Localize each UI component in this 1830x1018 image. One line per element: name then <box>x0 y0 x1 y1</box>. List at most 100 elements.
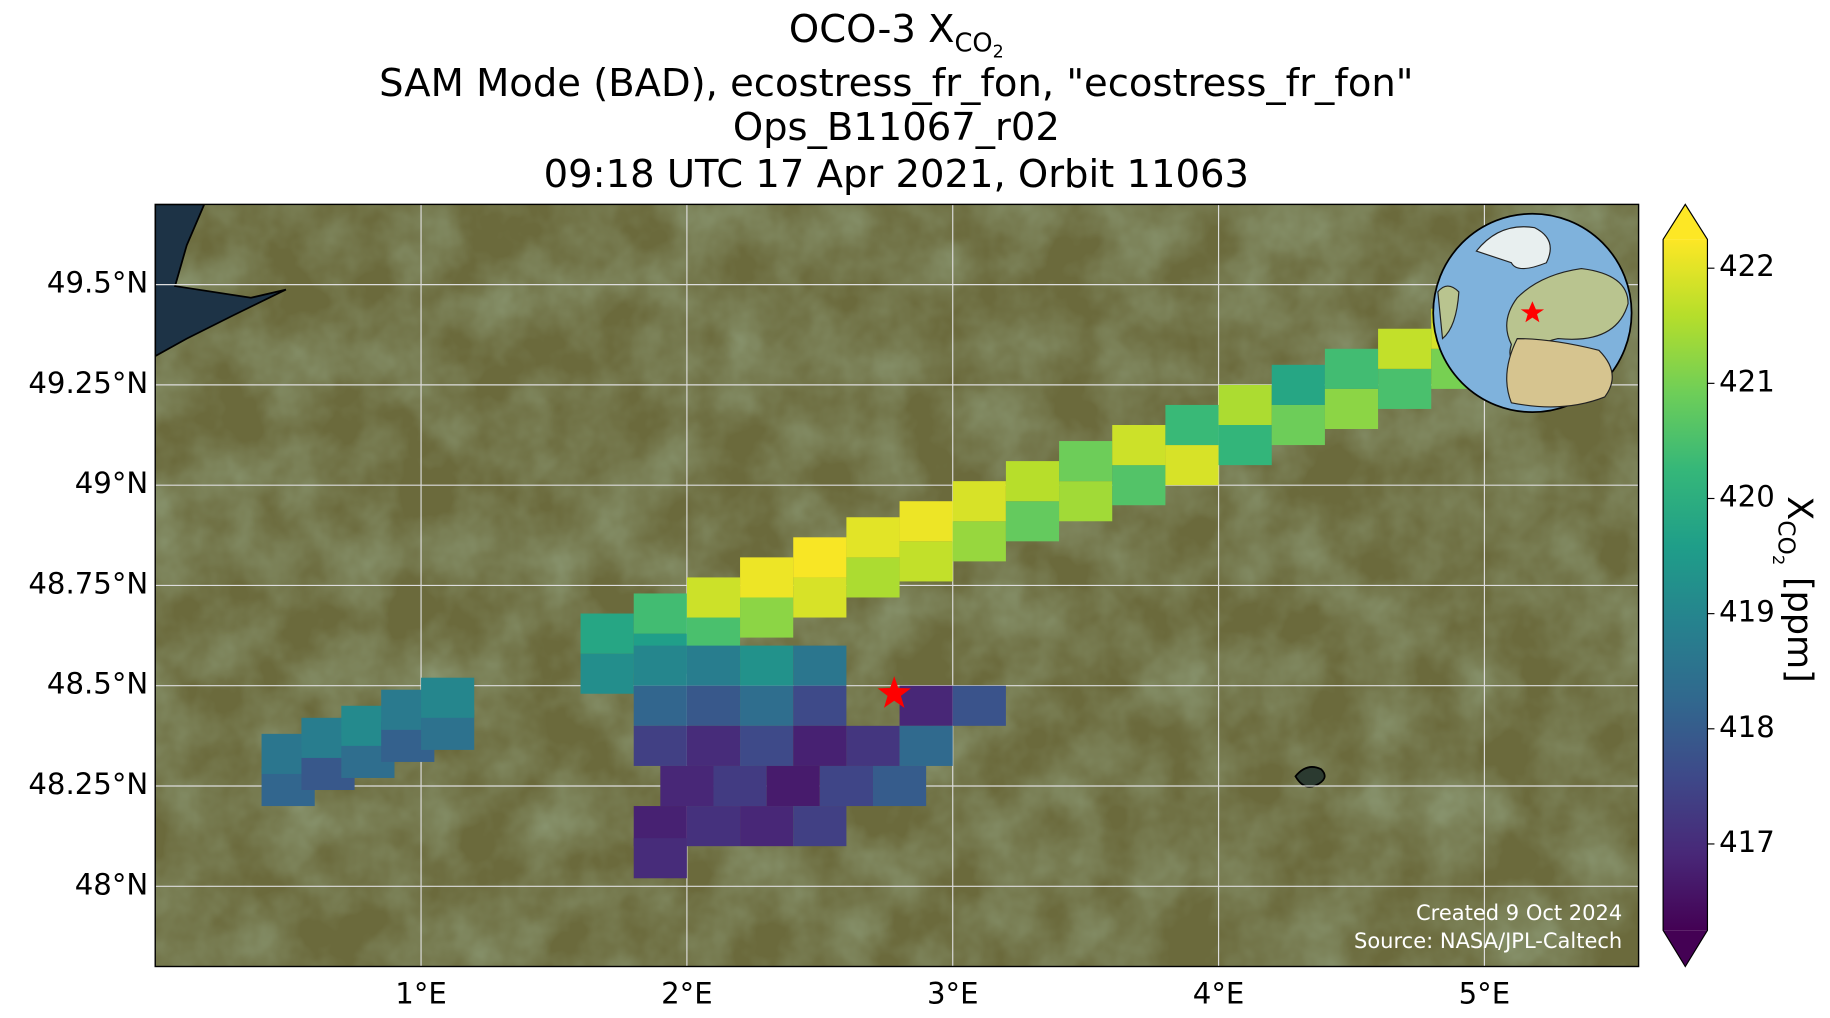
sounding <box>1324 348 1379 389</box>
sounding <box>740 645 794 686</box>
sounding <box>1324 388 1379 430</box>
sounding <box>793 537 847 578</box>
sounding <box>952 685 1006 726</box>
sounding <box>740 685 794 726</box>
sounding <box>686 577 741 618</box>
cbar-label-unit: [ppm] <box>1779 577 1819 683</box>
globe-land <box>1437 285 1460 340</box>
title-text: OCO-3 X <box>789 7 955 52</box>
x-tick-label: 2°E <box>661 977 713 1011</box>
ticks: 1°E 2°E 3°E 4°E 5°E 48°N 48.25°N 48.5°N 48.75°N 4… <box>28 266 1510 1011</box>
sounding <box>633 593 687 634</box>
y-tick-label: 49.25°N <box>28 366 148 400</box>
sounding <box>1005 461 1060 502</box>
map: Created 9 Oct 2024 Source: NASA/JPL-Calt… <box>155 204 1639 967</box>
sounding <box>899 541 953 582</box>
cbar-label-text: X <box>1779 496 1819 520</box>
sounding <box>793 806 847 847</box>
x-tick-label: 4°E <box>1193 977 1245 1011</box>
colorbar-tick-label: 418 <box>1719 710 1775 744</box>
credit: Created 9 Oct 2024 <box>1416 901 1622 925</box>
sounding <box>1059 441 1113 482</box>
sounding <box>1218 425 1272 466</box>
colorbar-ramp <box>1663 239 1708 931</box>
chart-title: OCO-3 XCO2 <box>789 7 1004 62</box>
title-subscript: CO <box>954 28 992 58</box>
colorbar-label: XCO2 [ppm] <box>1769 496 1819 683</box>
sounding <box>740 725 794 766</box>
colorbar-tick-label: 420 <box>1719 479 1775 513</box>
globe-land <box>1475 226 1551 270</box>
grid <box>155 204 1639 967</box>
sounding <box>686 806 741 847</box>
sounding <box>1218 384 1272 426</box>
y-tick-label: 48°N <box>75 867 148 901</box>
sounding <box>952 481 1006 522</box>
map-frame <box>154 203 1640 968</box>
sounding <box>872 765 927 807</box>
sounding <box>846 517 900 558</box>
sounding <box>686 645 741 686</box>
colorbar-extend-max <box>1663 204 1708 240</box>
sounding <box>1271 364 1325 405</box>
colorbar-outline <box>1662 203 1709 968</box>
y-tick-label: 48.75°N <box>28 566 148 600</box>
sounding <box>660 765 714 807</box>
sounding <box>421 677 475 718</box>
sounding <box>1271 404 1325 446</box>
sounding <box>1059 481 1113 522</box>
y-tick-label: 49°N <box>75 466 148 500</box>
sounding <box>633 725 687 766</box>
subtitle: SAM Mode (BAD), ecostress_fr_fon, "ecost… <box>379 61 1413 106</box>
colorbar-tick-label: 419 <box>1719 595 1775 629</box>
y-tick-label: 49.5°N <box>47 266 148 300</box>
sounding <box>793 645 847 686</box>
sounding <box>1112 465 1166 506</box>
sounding <box>633 685 687 726</box>
y-tick-label: 48.5°N <box>47 667 148 701</box>
sounding <box>740 597 794 638</box>
sounding <box>713 765 767 807</box>
sounding <box>952 521 1006 562</box>
sounding <box>686 725 741 766</box>
colorbar: 417 418 419 420 421 422 <box>1662 203 1775 968</box>
colorbar-extend-min <box>1663 930 1708 967</box>
cbar-label-sub: CO <box>1773 520 1801 555</box>
sea <box>155 204 287 358</box>
target <box>877 676 911 708</box>
sounding <box>793 685 847 726</box>
y-tick-label: 48.25°N <box>28 767 148 801</box>
sounding <box>1378 328 1432 369</box>
sounding <box>899 725 953 766</box>
cbar-label-subsub: 2 <box>1769 555 1788 565</box>
soundings <box>261 308 1485 879</box>
sounding <box>580 653 634 694</box>
sounding <box>846 557 900 598</box>
sounding <box>1005 501 1060 542</box>
sounding <box>633 645 687 686</box>
sounding <box>846 725 900 766</box>
sounding <box>819 765 873 807</box>
title-block: OCO-3 XCO2 SAM Mode (BAD), ecostress_fr_… <box>379 7 1413 197</box>
globe-land <box>1506 338 1613 408</box>
colorbar-tick-label: 422 <box>1719 249 1775 283</box>
sounding <box>686 685 741 726</box>
target-star <box>877 676 911 708</box>
sounding <box>1378 368 1432 409</box>
sounding <box>633 838 687 879</box>
sounding <box>1165 445 1219 486</box>
sounding <box>899 685 953 726</box>
sounding <box>740 557 794 598</box>
sounding <box>766 765 820 807</box>
colorbar-tick-label: 421 <box>1719 364 1775 398</box>
sounding <box>793 725 847 766</box>
sounding <box>740 806 794 847</box>
sounding <box>1112 425 1166 466</box>
title-subsubscript: 2 <box>993 42 1004 62</box>
sounding <box>580 613 634 654</box>
colorbar-tick-label: 417 <box>1719 825 1775 859</box>
credit: Source: NASA/JPL-Caltech <box>1354 929 1622 953</box>
x-tick-label: 3°E <box>927 977 979 1011</box>
x-tick-label: 5°E <box>1459 977 1511 1011</box>
